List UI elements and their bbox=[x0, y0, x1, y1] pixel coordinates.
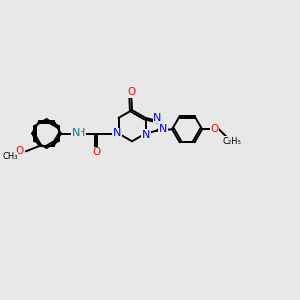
Text: N: N bbox=[113, 128, 121, 139]
Text: O: O bbox=[16, 146, 24, 156]
Text: N: N bbox=[159, 124, 167, 134]
Text: N: N bbox=[153, 113, 162, 123]
Text: N: N bbox=[72, 128, 80, 139]
Text: H: H bbox=[77, 128, 86, 139]
Text: O: O bbox=[93, 147, 101, 158]
Text: C₂H₅: C₂H₅ bbox=[223, 137, 242, 146]
Text: N: N bbox=[142, 130, 150, 140]
Text: CH₃: CH₃ bbox=[2, 152, 18, 161]
Text: O: O bbox=[127, 87, 136, 97]
Text: O: O bbox=[211, 124, 219, 134]
